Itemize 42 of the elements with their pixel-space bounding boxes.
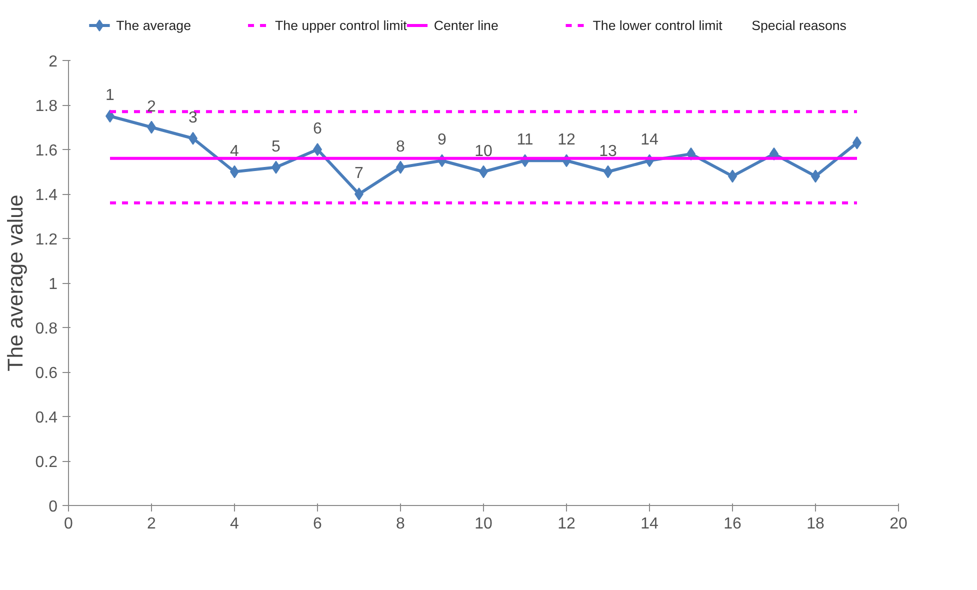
y-tick-label: 0 [48, 498, 58, 516]
x-tick-label: 16 [724, 516, 742, 532]
x-tick-label: 8 [396, 516, 406, 532]
x-tick-label: 4 [230, 516, 240, 532]
annotation: 11 [516, 132, 534, 149]
annotation: 8 [396, 138, 406, 156]
x-tick-label: 14 [640, 516, 658, 532]
x-tick-label: 12 [558, 516, 576, 532]
y-axis-title: The average value [3, 194, 28, 372]
annotation: 12 [558, 132, 576, 149]
annotation: 7 [354, 165, 364, 182]
x-tick-label: 10 [474, 516, 492, 532]
legend-label: The average [116, 18, 192, 33]
y-tick-label: 2 [48, 54, 58, 70]
annotation: 13 [599, 142, 617, 160]
annotation: 5 [272, 138, 281, 156]
y-tick-label: 1.4 [35, 187, 58, 204]
y-tick-label: 0.2 [35, 454, 58, 471]
y-tick-label: 1.8 [35, 98, 58, 115]
x-tick-label: 18 [806, 516, 824, 532]
annotation: 1 [106, 87, 115, 104]
y-tick-label: 1.2 [35, 232, 58, 248]
legend-label: Center line [434, 18, 498, 33]
y-tick-label: 1.6 [35, 142, 58, 160]
y-tick-label: 0.6 [35, 365, 58, 382]
annotation: 3 [188, 109, 198, 126]
annotation: 2 [147, 98, 156, 116]
annotation: 4 [230, 142, 240, 160]
text: Special reasons [752, 18, 847, 33]
x-tick-label: 0 [64, 516, 74, 532]
annotation: 9 [438, 132, 447, 149]
x-tick-label: 6 [313, 516, 322, 532]
x-tick-label: 2 [147, 516, 156, 532]
legend-label: The upper control limit [275, 18, 408, 33]
annotation: 6 [313, 120, 322, 138]
x-tick-label: 20 [890, 516, 908, 532]
annotation: 10 [474, 142, 492, 160]
y-tick-label: 0.8 [35, 320, 58, 338]
legend-label: The lower control limit [592, 18, 723, 33]
y-tick-label: 1 [48, 276, 58, 293]
annotation: 14 [640, 132, 658, 149]
y-tick-label: 0.4 [35, 410, 58, 426]
